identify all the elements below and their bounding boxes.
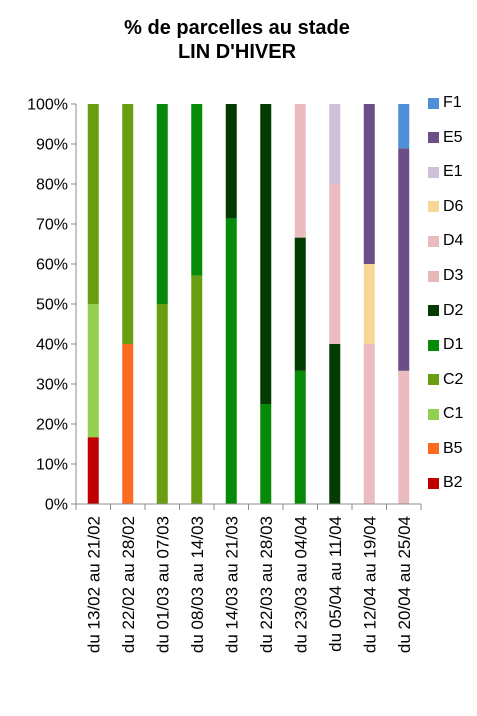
y-tick-label: 40% — [36, 337, 68, 354]
y-tick-label: 90% — [36, 137, 68, 154]
x-category-label: du 01/03 au 07/03 — [153, 516, 172, 653]
legend-label: C1 — [443, 405, 464, 423]
plot-area: 0% 10% 20% 30% 40% 50% 60% 70% 80% 90% 100% du 13/0… — [27, 97, 422, 653]
x-category-label: du 08/03 au 14/03 — [188, 516, 207, 653]
x-category-label: du 12/04 au 19/04 — [360, 516, 379, 653]
bar-segment-d2 — [294, 237, 306, 371]
x-category-label: du 23/03 au 04/04 — [291, 516, 310, 653]
legend-swatch — [428, 97, 439, 109]
legend-swatch — [428, 201, 439, 213]
legend-label: C2 — [443, 370, 464, 388]
bar-segment-d1 — [294, 370, 306, 504]
bar-segment-d1 — [191, 104, 203, 276]
chart-title-line1: % de parcelles au stade — [124, 17, 350, 39]
legend-label: D2 — [443, 301, 464, 319]
legend-swatch — [428, 305, 439, 317]
x-category-label: du 22/03 au 28/03 — [257, 516, 276, 653]
bar-segment-d2 — [260, 104, 272, 404]
bar-segment-d2 — [329, 344, 341, 504]
bar-segment-c2 — [156, 304, 168, 504]
legend-swatch — [428, 166, 439, 178]
legend-item-e1: E1 — [428, 155, 477, 190]
legend-label: D4 — [443, 232, 464, 250]
chart-title-line2: LIN D'HIVER — [177, 41, 297, 63]
legend-label: E1 — [443, 163, 463, 181]
legend-swatch — [428, 270, 439, 282]
legend-label: D1 — [443, 336, 464, 354]
legend-item-b5: B5 — [428, 431, 477, 466]
bar-segment-c2 — [122, 104, 134, 344]
bar-segment-d4 — [398, 370, 410, 504]
x-category-label: du 20/04 au 25/04 — [395, 516, 414, 653]
bar-segment-b2 — [87, 437, 99, 504]
legend-item-c1: C1 — [428, 397, 477, 432]
bar-segment-d4 — [294, 104, 306, 238]
legend-item-e5: E5 — [428, 121, 477, 156]
legend-item-d6: D6 — [428, 190, 477, 225]
bar-segment-f1 — [398, 104, 410, 149]
bar-segment-d1 — [156, 104, 168, 304]
legend-label: D6 — [443, 197, 464, 215]
bar-segment-d1 — [260, 404, 272, 504]
legend-label: E5 — [443, 128, 463, 146]
y-tick-label: 80% — [36, 177, 68, 194]
legend-label: B2 — [443, 474, 463, 492]
bar-segment-d6 — [363, 264, 375, 344]
x-category-label: du 22/02 au 28/02 — [119, 516, 138, 653]
bar-segment-e5 — [398, 148, 410, 371]
legend-item-c2: C2 — [428, 362, 477, 397]
bar-segment-d4 — [363, 344, 375, 504]
x-category-label: du 14/03 au 21/03 — [222, 516, 241, 653]
legend-item-f1: F1 — [428, 86, 477, 121]
y-tick-label: 10% — [36, 457, 68, 474]
bar-segment-c2 — [191, 275, 203, 504]
bar-segment-b5 — [122, 344, 134, 504]
legend-swatch — [428, 235, 439, 247]
legend-swatch — [428, 374, 439, 386]
bar-segment-d2 — [225, 104, 237, 219]
y-tick-label: 30% — [36, 377, 68, 394]
legend-item-d4: D4 — [428, 224, 477, 259]
chart-title: % de parcelles au stade LIN D'HIVER — [90, 16, 384, 64]
legend-swatch — [428, 408, 439, 420]
y-tick-label: 0% — [45, 497, 68, 514]
bar-segment-e1 — [329, 104, 341, 184]
bar-segment-e5 — [363, 104, 375, 264]
y-tick-label: 20% — [36, 417, 68, 434]
legend-swatch — [428, 339, 439, 351]
bar-segment-c1 — [87, 304, 99, 438]
legend-item-d3: D3 — [428, 259, 477, 294]
legend-swatch — [428, 132, 439, 144]
legend-item-b2: B2 — [428, 466, 477, 501]
legend: F1 E5 E1 D6 D4 D3 D2 D1 C2 C1 B5 B2 — [428, 86, 477, 501]
bar-segment-d1 — [225, 218, 237, 504]
x-category-label: du 13/02 au 21/02 — [84, 516, 103, 653]
legend-label: D3 — [443, 267, 464, 284]
legend-label: B5 — [443, 439, 463, 457]
legend-swatch — [428, 477, 439, 489]
bar-segment-c2 — [87, 104, 99, 304]
y-tick-label: 70% — [36, 217, 68, 234]
x-category-label: du 05/04 au 11/04 — [326, 516, 345, 652]
y-tick-label: 50% — [36, 297, 68, 314]
y-tick-label: 100% — [27, 97, 68, 114]
legend-label: F1 — [443, 94, 462, 112]
legend-item-d1: D1 — [428, 328, 477, 363]
legend-item-d2: D2 — [428, 293, 477, 328]
legend-swatch — [428, 443, 439, 455]
bar-segment-d4 — [329, 184, 341, 344]
y-tick-label: 60% — [36, 257, 68, 274]
